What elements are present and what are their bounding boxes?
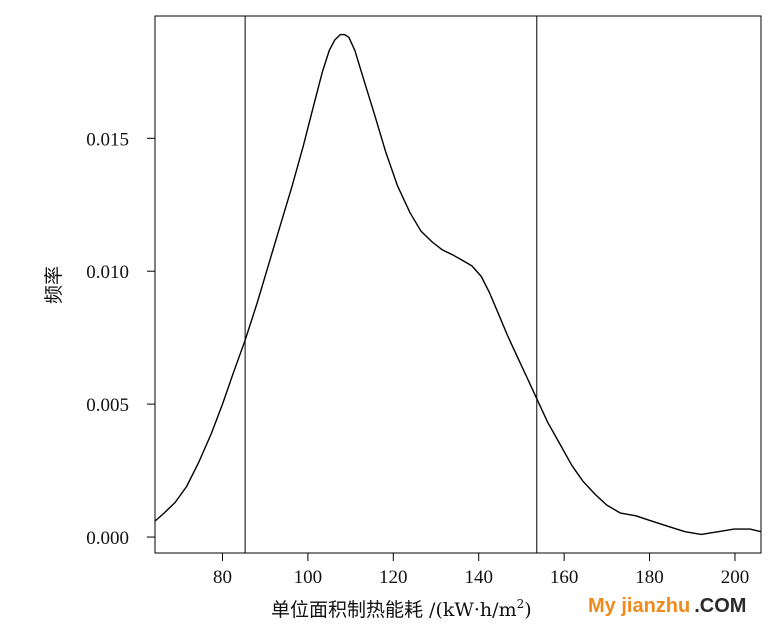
y-tick-label: 0.010 — [86, 262, 129, 283]
x-tick-label: 140 — [464, 567, 493, 588]
x-tick-label: 120 — [379, 567, 408, 588]
y-tick-label: 0.005 — [86, 395, 129, 416]
x-axis-label: 单位面积制热能耗 /(kW·h/m2) — [271, 597, 532, 621]
reference-lines — [244, 16, 538, 553]
x-tick-label: 200 — [721, 567, 750, 588]
x-tick-label: 100 — [294, 567, 323, 588]
y-tick-label: 0.015 — [86, 129, 129, 150]
watermark-main: My jianzhu — [588, 595, 691, 617]
x-tick-label: 80 — [213, 567, 232, 588]
x-tick-label: 160 — [550, 567, 579, 588]
y-tick-label: 0.000 — [86, 528, 129, 549]
plot-frame — [154, 15, 762, 554]
density-curve — [154, 33, 762, 536]
x-axis-label-end: ) — [524, 599, 531, 621]
site-watermark: My jianzhu .COM — [588, 595, 746, 618]
y-axis-ticks: 0.000 0.005 0.010 0.015 — [86, 129, 155, 549]
x-axis-ticks: 80 100 120 140 160 180 200 — [213, 553, 749, 588]
x-axis-label-superscript: 2 — [517, 597, 525, 611]
x-tick-label: 180 — [635, 567, 664, 588]
watermark-suffix: .COM — [694, 595, 747, 617]
y-axis-label: 频率 — [43, 266, 65, 304]
x-axis-label-main: 单位面积制热能耗 /(kW·h/m — [271, 599, 517, 621]
